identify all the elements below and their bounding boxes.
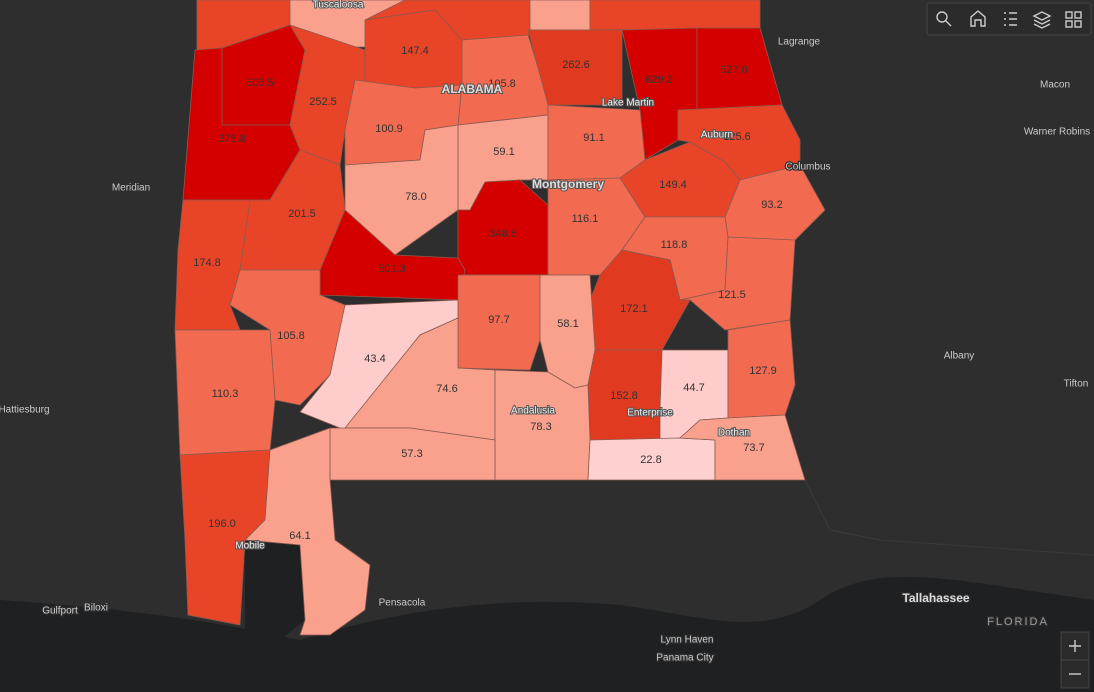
- place-label: Albany: [944, 351, 975, 362]
- county-value: 78.0: [405, 191, 426, 203]
- county-value: 172.1: [620, 303, 648, 315]
- layers-button[interactable]: [1032, 11, 1052, 29]
- counties: [174, 9, 826, 636]
- place-label: FLORIDA: [987, 616, 1049, 628]
- place-label: Warner Robins: [1024, 127, 1090, 138]
- search-button[interactable]: [936, 11, 952, 27]
- place-label: Mobile: [235, 541, 265, 552]
- place-label: Enterprise: [627, 408, 673, 419]
- toolbar: [926, 2, 1092, 36]
- county-value: 262.6: [562, 59, 590, 71]
- county-value: 105.8: [277, 330, 305, 342]
- county-value: 627.0: [720, 64, 748, 76]
- county-value: 252.5: [309, 96, 337, 108]
- county-value: 196.0: [208, 518, 236, 530]
- county-value: 118.8: [661, 239, 688, 251]
- place-label: Auburn: [701, 130, 733, 141]
- county-value: 125.6: [723, 131, 751, 143]
- county-value: 74.6: [436, 383, 457, 395]
- place-label: Macon: [1040, 80, 1070, 91]
- state-border: [804, 479, 1094, 556]
- county-value: 97.7: [488, 314, 509, 326]
- county-value: 149.4: [659, 179, 687, 191]
- county-value: 105.8: [488, 78, 516, 90]
- county-value: 73.7: [743, 442, 764, 454]
- county-value: 57.3: [401, 448, 422, 460]
- county-value: 22.8: [640, 454, 661, 466]
- county-value: 127.9: [749, 365, 777, 377]
- place-label: Meridian: [112, 183, 150, 194]
- county-value: 629.2: [645, 74, 673, 86]
- county-value: 44.7: [683, 382, 704, 394]
- county-value: 100.9: [375, 123, 403, 135]
- county: [174, 199, 251, 331]
- county-value: 43.4: [364, 353, 385, 365]
- place-label: Dothan: [718, 428, 750, 439]
- place-label: Lake Martin: [602, 98, 654, 109]
- legend-button[interactable]: [1004, 12, 1017, 26]
- county: [539, 274, 596, 389]
- county-value: 64.1: [289, 530, 310, 542]
- county-value: 378.8: [218, 133, 246, 145]
- place-label: Hattiesburg: [0, 405, 50, 416]
- mobile-bay: [245, 540, 305, 640]
- county-value: 505.5: [246, 77, 274, 89]
- county-value: 152.8: [610, 390, 638, 402]
- state-label: ALABAMA: [442, 82, 503, 96]
- county-value: 174.8: [193, 257, 221, 269]
- county-value: 201.5: [288, 208, 316, 220]
- county-value: 147.4: [401, 45, 429, 57]
- county-value: 116.1: [572, 213, 599, 225]
- county-value: 58.1: [557, 318, 578, 330]
- place-label: Montgomery: [532, 177, 604, 191]
- county: [244, 427, 371, 636]
- place-label: Pensacola: [379, 598, 426, 609]
- place-label: Lynn Haven: [661, 635, 714, 646]
- zoom-controls: [1060, 631, 1090, 689]
- county-value: 121.5: [718, 289, 746, 301]
- county-value: 91.1: [583, 132, 604, 144]
- county-labels: 505.5 378.8 252.5 147.4 105.8 262.6 629.…: [193, 45, 782, 542]
- place-label: Columbus: [785, 162, 830, 173]
- gulf: [0, 576, 1094, 692]
- county-value: 348.6: [489, 228, 517, 240]
- place-label: Tuscaloosa: [313, 0, 364, 11]
- place-label: Andalusia: [511, 406, 555, 417]
- basemap-button[interactable]: [1065, 11, 1082, 28]
- county: [679, 414, 806, 481]
- place-label: Tallahassee: [902, 591, 969, 605]
- county-value: 59.1: [493, 146, 514, 158]
- place-labels: Tuscaloosa ALABAMA Lake Martin Montgomer…: [0, 0, 1091, 665]
- place-label: Lagrange: [778, 37, 821, 48]
- place-label: Gulfport: [42, 606, 78, 617]
- zoom-out-button[interactable]: [1060, 659, 1090, 689]
- home-button[interactable]: [970, 10, 986, 27]
- place-label: Biloxi: [84, 603, 108, 614]
- county-value: 93.2: [761, 199, 782, 211]
- zoom-in-button[interactable]: [1060, 631, 1090, 661]
- county: [727, 319, 796, 419]
- county: [527, 29, 623, 106]
- county-value: 110.3: [212, 388, 239, 400]
- county-value: 78.3: [530, 421, 551, 433]
- county: [679, 236, 796, 331]
- place-label: Panama City: [656, 653, 713, 664]
- place-label: Tifton: [1064, 379, 1089, 390]
- county-value: 501.3: [378, 263, 406, 275]
